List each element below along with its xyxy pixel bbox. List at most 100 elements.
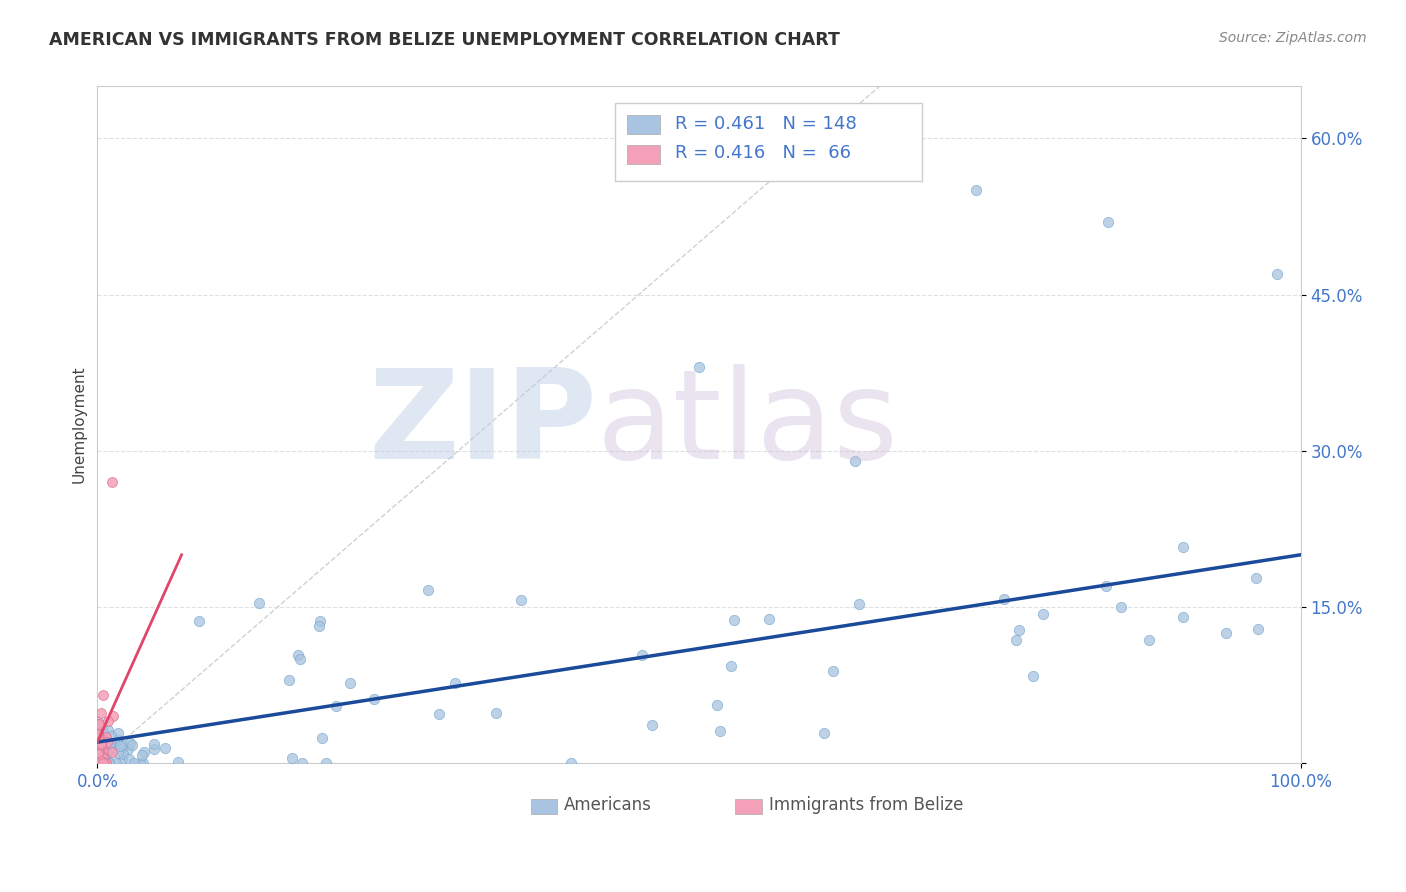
Point bbox=[288, 652, 311, 666]
Point bbox=[87, 746, 110, 760]
Point bbox=[86, 743, 108, 757]
Point bbox=[87, 756, 110, 770]
Point bbox=[94, 756, 117, 770]
Point bbox=[758, 612, 780, 626]
Point bbox=[86, 723, 108, 738]
Point bbox=[94, 756, 117, 770]
Point bbox=[89, 756, 111, 770]
FancyBboxPatch shape bbox=[627, 115, 661, 134]
Point bbox=[87, 756, 110, 770]
Point bbox=[90, 754, 112, 768]
Point bbox=[96, 734, 118, 748]
Point bbox=[87, 756, 110, 770]
Point bbox=[118, 736, 141, 750]
Point bbox=[89, 756, 111, 770]
Point bbox=[86, 756, 108, 770]
Point bbox=[86, 756, 108, 770]
Point bbox=[107, 747, 129, 761]
Point bbox=[87, 721, 110, 735]
Point bbox=[121, 738, 143, 752]
Point bbox=[325, 698, 347, 713]
Point bbox=[86, 756, 108, 770]
Point bbox=[94, 756, 117, 770]
Point bbox=[90, 706, 112, 720]
Point bbox=[117, 742, 139, 756]
Point bbox=[107, 733, 129, 747]
Point bbox=[86, 752, 108, 766]
Point bbox=[1008, 623, 1031, 637]
Point bbox=[94, 756, 117, 770]
Text: ZIP: ZIP bbox=[368, 364, 596, 485]
Point bbox=[287, 648, 309, 663]
Point bbox=[444, 676, 467, 690]
Point bbox=[101, 708, 124, 723]
Point bbox=[91, 745, 114, 759]
Point bbox=[91, 739, 114, 754]
Point bbox=[485, 706, 508, 721]
Point bbox=[86, 727, 108, 741]
Point bbox=[91, 751, 114, 765]
Text: atlas: atlas bbox=[596, 364, 898, 485]
Point bbox=[124, 756, 146, 770]
Point bbox=[86, 748, 108, 763]
Point bbox=[86, 747, 108, 762]
FancyBboxPatch shape bbox=[530, 799, 557, 814]
Point bbox=[89, 731, 111, 745]
Point bbox=[90, 735, 112, 749]
Point bbox=[848, 597, 870, 611]
Point bbox=[86, 756, 108, 770]
Point bbox=[1171, 610, 1194, 624]
Point bbox=[90, 753, 112, 767]
Point bbox=[91, 751, 114, 765]
Point bbox=[640, 718, 662, 732]
Point bbox=[111, 738, 134, 752]
Point bbox=[129, 756, 152, 770]
Point bbox=[142, 741, 165, 756]
Point bbox=[93, 756, 115, 770]
Point bbox=[87, 714, 110, 729]
Point bbox=[112, 747, 135, 761]
Point bbox=[90, 743, 112, 757]
Point bbox=[291, 756, 314, 770]
Point bbox=[308, 619, 330, 633]
Point bbox=[86, 744, 108, 758]
Point bbox=[87, 747, 110, 761]
Point bbox=[91, 756, 114, 770]
Point bbox=[131, 748, 153, 763]
Point bbox=[90, 750, 112, 764]
Point bbox=[315, 756, 337, 770]
Point bbox=[98, 756, 121, 770]
Point bbox=[87, 756, 110, 770]
Point bbox=[90, 730, 112, 744]
Point bbox=[87, 756, 110, 770]
Point bbox=[86, 753, 108, 767]
Point bbox=[97, 723, 120, 737]
Point bbox=[98, 736, 121, 750]
Point bbox=[93, 756, 115, 770]
Point bbox=[90, 741, 112, 756]
Point bbox=[339, 676, 361, 690]
Point bbox=[86, 747, 108, 762]
Point bbox=[813, 725, 835, 739]
Point bbox=[706, 698, 728, 712]
Point bbox=[87, 731, 110, 746]
Point bbox=[90, 756, 112, 770]
Point bbox=[108, 739, 131, 753]
Point bbox=[107, 737, 129, 751]
Point bbox=[720, 659, 742, 673]
Point bbox=[90, 739, 112, 753]
Point bbox=[90, 737, 112, 751]
Point bbox=[1173, 540, 1195, 554]
Point bbox=[89, 756, 111, 770]
Point bbox=[1004, 632, 1026, 647]
Point bbox=[153, 740, 176, 755]
Point bbox=[1095, 579, 1118, 593]
Point bbox=[90, 756, 112, 770]
Point bbox=[91, 756, 114, 770]
Point bbox=[86, 732, 108, 747]
Point bbox=[91, 756, 114, 770]
Point bbox=[363, 692, 385, 706]
Point bbox=[87, 748, 110, 763]
Point bbox=[90, 747, 112, 761]
Point bbox=[90, 752, 112, 766]
